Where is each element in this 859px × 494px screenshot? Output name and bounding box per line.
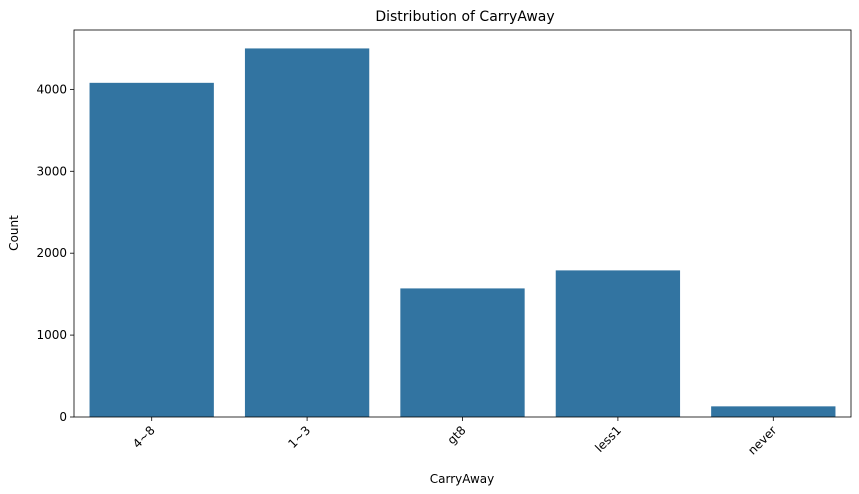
bar <box>555 270 681 417</box>
plot-area: 0 1000 2000 3000 4000 4~8 1~3 gt8 less1 never <box>36 29 852 457</box>
x-tick-label: gt8 <box>445 423 469 447</box>
bar <box>89 82 214 417</box>
x-axis-label: CarryAway <box>430 472 494 486</box>
chart-title: Distribution of CarryAway <box>375 9 554 25</box>
x-tick-label: 4~8 <box>130 423 158 451</box>
bar <box>244 48 370 418</box>
x-tick-label: less1 <box>592 423 624 455</box>
y-tick-label: 4000 <box>36 82 67 96</box>
y-tick-label: 2000 <box>36 246 67 260</box>
bar <box>400 288 525 417</box>
y-tick-label: 0 <box>59 410 67 424</box>
y-axis-label: Count <box>7 215 21 251</box>
x-tick-label: 1~3 <box>285 423 313 451</box>
x-tick-label: never <box>745 423 779 457</box>
bar <box>711 406 836 417</box>
y-tick-label: 3000 <box>36 164 67 178</box>
y-tick-label: 1000 <box>36 328 67 342</box>
